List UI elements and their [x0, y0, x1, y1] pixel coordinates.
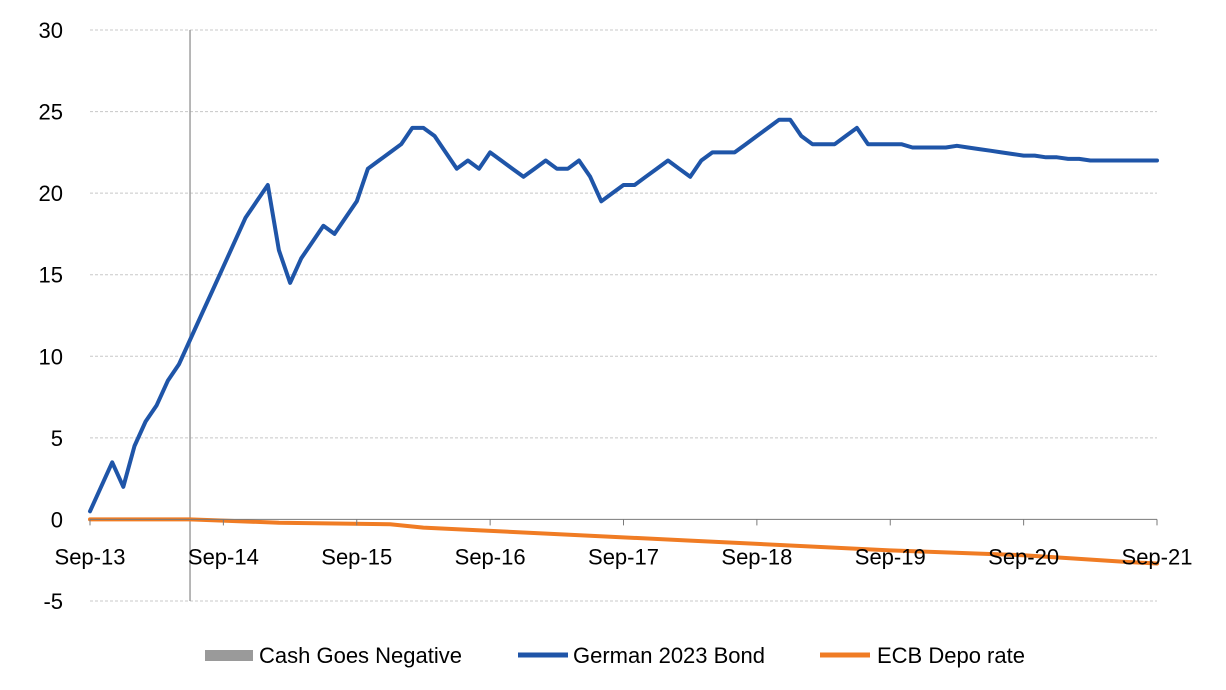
legend-swatch-cash-goes-negative — [205, 650, 253, 661]
series-line-german-2023-bond — [88, 117, 1159, 514]
y-tick-label: 0 — [51, 507, 63, 532]
x-tick-label: Sep-13 — [55, 544, 126, 569]
y-tick-label: 20 — [39, 181, 63, 206]
gridlines — [90, 29, 1157, 602]
y-tick-label: 10 — [39, 344, 63, 369]
y-tick-label: 5 — [51, 426, 63, 451]
legend-label-cash-goes-negative: Cash Goes Negative — [259, 643, 462, 668]
x-tick-label: Sep-18 — [721, 544, 792, 569]
series-line-ecb-depo-rate — [88, 517, 1159, 566]
x-tick-label: Sep-17 — [588, 544, 659, 569]
x-tick-label: Sep-15 — [321, 544, 392, 569]
y-tick-label: 15 — [39, 263, 63, 288]
series-layer — [88, 117, 1159, 566]
legend: Cash Goes Negative German 2023 Bond ECB … — [205, 643, 1025, 668]
x-tick-label: Sep-16 — [455, 544, 526, 569]
axes: 30 25 20 15 10 5 0 -5 Sep-13 Sep-14 Sep-15 Sep-16 Se… — [39, 18, 1193, 614]
x-tick-label: Sep-14 — [188, 544, 259, 569]
legend-label-ecb-depo-rate: ECB Depo rate — [877, 643, 1025, 668]
y-tick-label: 30 — [39, 18, 63, 43]
x-tick-label: Sep-19 — [855, 544, 926, 569]
x-tick-label: Sep-20 — [988, 544, 1059, 569]
y-tick-label: -5 — [43, 589, 63, 614]
x-tick-label: Sep-21 — [1122, 544, 1193, 569]
y-tick-label: 25 — [39, 100, 63, 125]
legend-label-german-2023-bond: German 2023 Bond — [573, 643, 765, 668]
